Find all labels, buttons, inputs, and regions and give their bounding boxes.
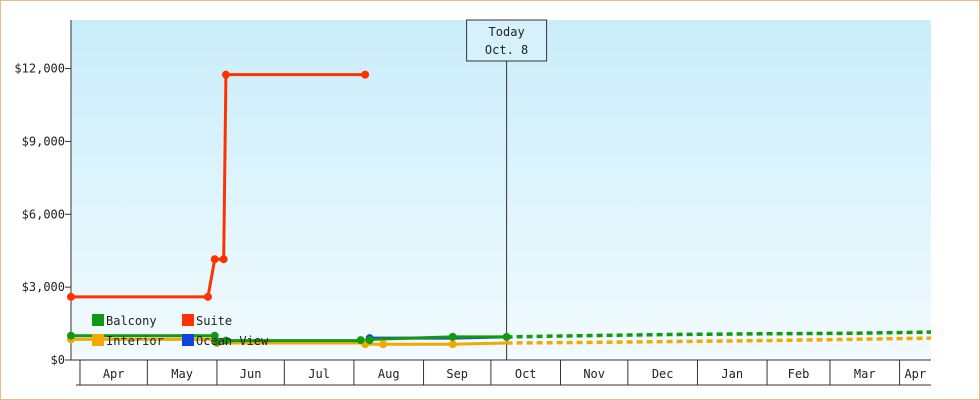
series-balcony-point [356, 336, 365, 345]
month-label: Dec [652, 367, 674, 381]
month-label: Nov [583, 367, 605, 381]
legend: Balcony Suite Interior Ocean View [92, 314, 269, 348]
today-label: Today [489, 25, 525, 39]
month-label: Apr [103, 367, 125, 381]
month-label: May [171, 367, 193, 381]
y-tick-label: $9,000 [22, 134, 65, 148]
series-interior-projection [506, 336, 932, 345]
series-layer [67, 70, 932, 349]
month-label: Jul [308, 367, 330, 381]
legend-swatch-balcony [92, 314, 104, 326]
series-suite-point [361, 70, 370, 79]
series-suite-line [71, 73, 366, 299]
series-suite-point [203, 292, 212, 301]
month-label: Jan [721, 367, 743, 381]
legend-label-ocean-view: Ocean View [196, 334, 269, 348]
month-label: Apr [904, 367, 926, 381]
legend-swatch-suite [182, 314, 194, 326]
series-balcony-point [365, 336, 374, 345]
series-balcony-point [221, 336, 230, 345]
plot-area [71, 20, 931, 360]
legend-label-balcony: Balcony [106, 314, 157, 328]
series-suite-point [221, 70, 230, 79]
series-balcony-point [212, 337, 221, 346]
y-tick-label: $12,000 [14, 62, 65, 76]
series-suite-point [210, 255, 219, 264]
series-interior-point [448, 340, 457, 349]
legend-swatch-ocean-view [182, 334, 194, 346]
legend-label-suite: Suite [196, 314, 232, 328]
x-axis: Apr May Jun Jul Aug Sep Oct Nov Dec Jan Feb Mar Apr [71, 359, 931, 386]
y-tick-label: $6,000 [22, 207, 65, 221]
series-suite-point [67, 292, 75, 301]
today-box [466, 19, 548, 62]
month-label: Mar [854, 367, 876, 381]
legend-label-interior: Interior [106, 334, 164, 348]
series-balcony-point [67, 331, 75, 340]
today-date-label: Oct. 8 [485, 43, 528, 57]
month-label: Jun [240, 367, 262, 381]
series-balcony-projection [506, 330, 932, 339]
series-balcony-point [448, 332, 457, 341]
month-label: Aug [378, 367, 400, 381]
today-marker: Today Oct. 8 [466, 19, 548, 360]
series-balcony-point [502, 332, 511, 341]
series-balcony-point [210, 331, 219, 340]
legend-swatch-interior [92, 334, 104, 346]
y-tick-label: $3,000 [22, 280, 65, 294]
month-label: Sep [446, 367, 468, 381]
y-axis: $0 $3,000 $6,000 $9,000 $12,000 [14, 20, 72, 367]
series-interior-point [379, 340, 388, 349]
month-label: Feb [788, 367, 810, 381]
month-label: Oct [515, 367, 537, 381]
series-suite-point [219, 255, 228, 264]
y-tick-label: $0 [51, 353, 65, 367]
